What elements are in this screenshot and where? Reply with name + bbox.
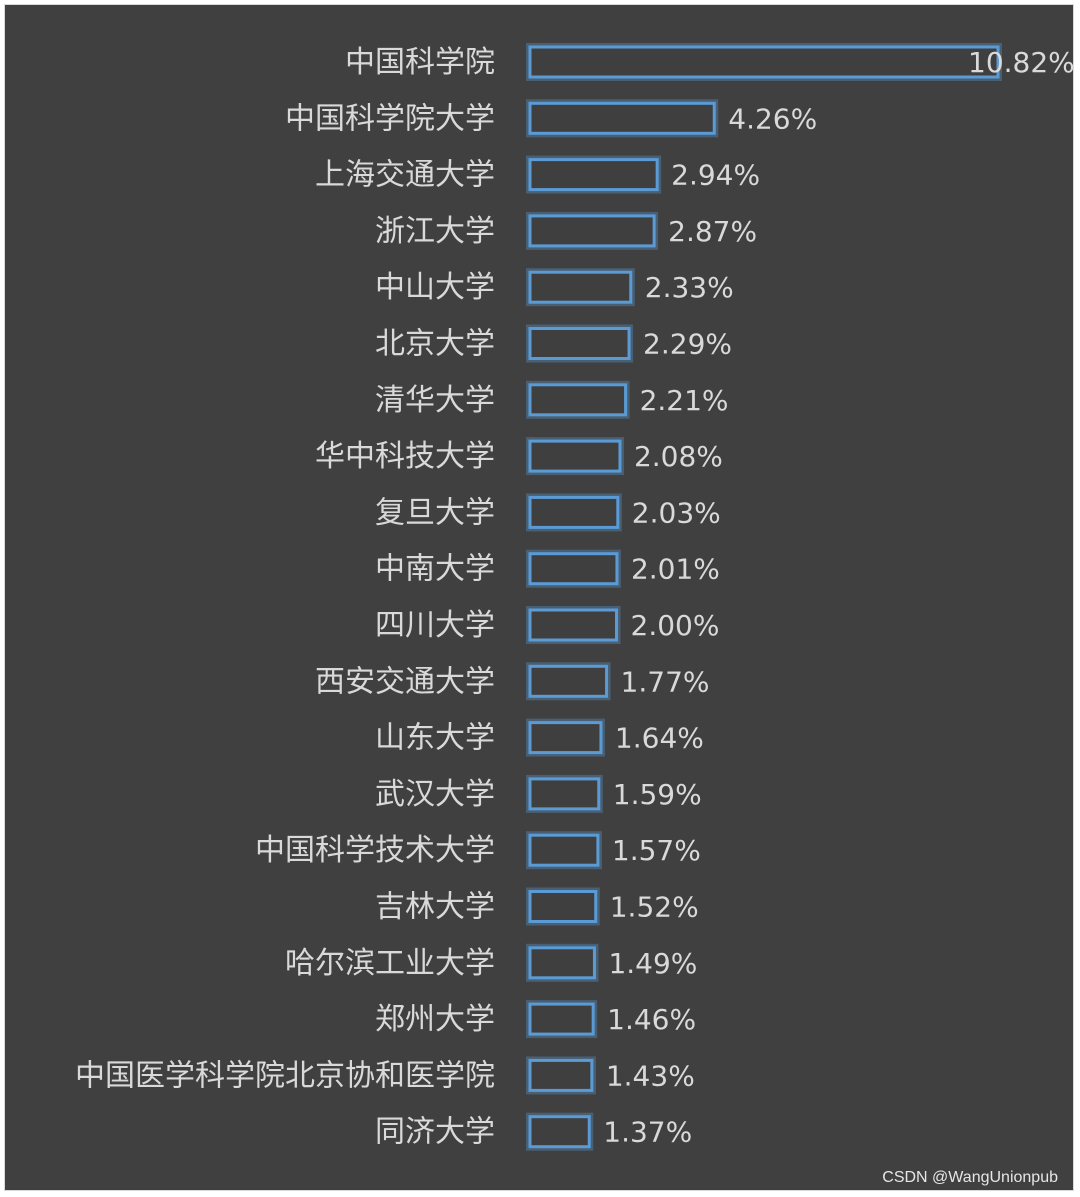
value-label: 2.00% bbox=[631, 609, 720, 642]
chart-frame: 中国科学院中国科学院大学上海交通大学浙江大学中山大学北京大学清华大学华中科技大学… bbox=[4, 4, 1074, 1191]
watermark-text: CSDN @WangUnionpub bbox=[882, 1169, 1058, 1186]
category-label: 复旦大学 bbox=[375, 495, 495, 530]
category-label: 山东大学 bbox=[375, 721, 495, 756]
value-label: 1.49% bbox=[608, 947, 697, 980]
category-label: 吉林大学 bbox=[375, 890, 495, 925]
bar bbox=[528, 270, 633, 304]
value-labels: 10.82% 4.26% 2.94% 2.87% 2.33% 2.29% 2.21% 2.08… bbox=[603, 46, 1074, 1149]
category-label: 中国科学院 bbox=[345, 45, 495, 80]
value-label: 1.59% bbox=[613, 778, 702, 811]
category-label: 同济大学 bbox=[375, 1115, 495, 1150]
bar bbox=[528, 101, 716, 135]
category-label: 中国科学院大学 bbox=[285, 101, 495, 136]
bar bbox=[528, 777, 601, 811]
category-label: 北京大学 bbox=[375, 327, 495, 362]
bar bbox=[528, 946, 596, 980]
value-label: 1.77% bbox=[621, 665, 710, 698]
value-label: 1.43% bbox=[606, 1059, 695, 1092]
bar bbox=[528, 721, 603, 755]
value-label: 1.52% bbox=[610, 891, 699, 924]
bar bbox=[528, 1002, 595, 1036]
value-label: 1.46% bbox=[607, 1003, 696, 1036]
category-label: 武汉大学 bbox=[375, 777, 495, 812]
category-label: 西安交通大学 bbox=[315, 664, 495, 699]
bar bbox=[528, 833, 600, 867]
category-label: 哈尔滨工业大学 bbox=[285, 946, 495, 981]
category-label: 浙江大学 bbox=[375, 214, 495, 249]
value-label: 1.64% bbox=[615, 722, 704, 755]
category-label: 华中科技大学 bbox=[315, 439, 495, 474]
value-label: 2.03% bbox=[632, 496, 721, 529]
value-label: 2.21% bbox=[640, 384, 729, 417]
bar bbox=[528, 890, 598, 923]
category-label: 清华大学 bbox=[375, 383, 495, 418]
value-label: 4.26% bbox=[728, 102, 817, 135]
category-label: 中国医学科学院北京协和医学院 bbox=[75, 1058, 495, 1093]
bar-chart: 中国科学院中国科学院大学上海交通大学浙江大学中山大学北京大学清华大学华中科技大学… bbox=[75, 43, 1074, 1151]
category-label: 中山大学 bbox=[375, 270, 495, 305]
category-labels: 中国科学院中国科学院大学上海交通大学浙江大学中山大学北京大学清华大学华中科技大学… bbox=[75, 45, 495, 1150]
value-label: 2.33% bbox=[645, 271, 734, 304]
category-label: 郑州大学 bbox=[375, 1002, 495, 1037]
bar bbox=[528, 158, 659, 192]
value-label: 1.37% bbox=[603, 1116, 692, 1149]
bars-layer bbox=[526, 43, 1002, 1151]
value-label: 10.82% bbox=[968, 46, 1074, 79]
category-label: 上海交通大学 bbox=[315, 158, 495, 193]
value-label: 2.87% bbox=[668, 215, 757, 248]
value-label: 1.57% bbox=[612, 834, 701, 867]
value-label: 2.29% bbox=[643, 328, 732, 361]
bar bbox=[528, 214, 656, 248]
bar bbox=[528, 1058, 594, 1092]
value-label: 2.08% bbox=[634, 440, 723, 473]
bar bbox=[528, 327, 631, 360]
bar bbox=[528, 439, 622, 473]
bar bbox=[528, 45, 1000, 79]
bar bbox=[528, 664, 609, 698]
bar bbox=[528, 495, 620, 529]
category-label: 中南大学 bbox=[375, 552, 495, 587]
bar bbox=[528, 1115, 591, 1149]
value-label: 2.94% bbox=[671, 159, 760, 192]
value-label: 2.01% bbox=[631, 553, 720, 586]
bar bbox=[528, 608, 619, 642]
bar bbox=[528, 552, 619, 586]
bar bbox=[528, 383, 628, 417]
category-label: 中国科学技术大学 bbox=[255, 833, 495, 868]
category-label: 四川大学 bbox=[375, 608, 495, 643]
